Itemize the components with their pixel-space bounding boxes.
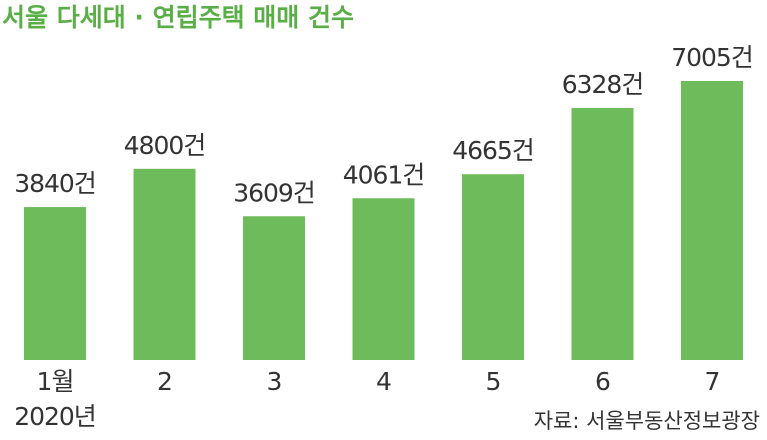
- x-tick-label: 3: [267, 367, 282, 396]
- x-tick-label: 6: [595, 367, 610, 396]
- bar: [133, 168, 196, 360]
- value-label: 4800건: [124, 131, 206, 160]
- bar: [462, 174, 524, 360]
- x-tick-label: 5: [486, 367, 501, 396]
- bar: [352, 198, 415, 360]
- value-label: 7005건: [671, 43, 753, 72]
- source: 자료: 서울부동산정보광장: [534, 409, 760, 433]
- value-label: 3609건: [233, 178, 315, 207]
- value-label: 4665건: [452, 136, 534, 165]
- x-tick-label: 7: [705, 367, 720, 396]
- x-tick-label: 2: [157, 367, 172, 396]
- year-label: 2020년: [14, 402, 96, 431]
- bar: [243, 216, 305, 360]
- x-tick-label: 4: [376, 367, 391, 396]
- bar: [571, 107, 634, 361]
- bar: [24, 207, 86, 360]
- value-label: 4061건: [343, 160, 425, 189]
- value-label: 6328건: [562, 70, 644, 99]
- value-label: 3840건: [14, 169, 96, 198]
- chart-title: 서울 다세대 · 연립주택 매매 건수: [2, 3, 354, 32]
- bar: [681, 81, 743, 360]
- x-tick-label: 1월: [37, 367, 74, 396]
